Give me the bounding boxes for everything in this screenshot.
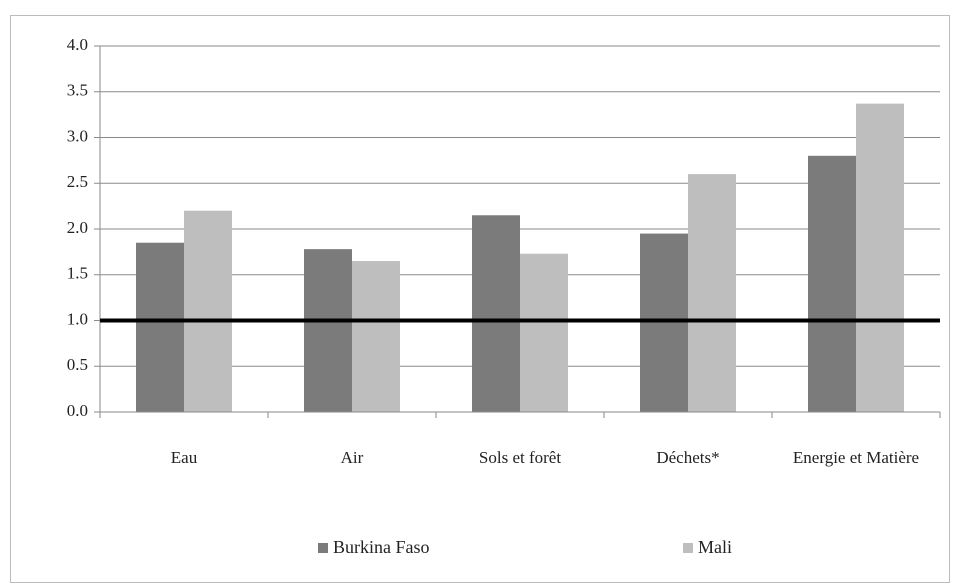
legend-swatch [683,543,693,553]
bar [640,233,688,412]
bar [352,261,400,412]
y-tick-label: 0.5 [67,355,88,374]
bar [184,210,232,412]
y-tick-label: 1.0 [67,309,88,328]
bar [304,249,352,412]
x-tick-label: Sols et forêt [478,448,562,467]
x-tick-label: Eau [170,448,198,467]
bar [520,253,568,412]
y-tick-label: 1.5 [67,264,88,283]
y-tick-label: 4.0 [67,35,88,54]
x-tick-label: Energie et Matière [792,448,920,467]
y-tick-label: 3.5 [67,81,88,100]
x-tick-label: Air [340,448,364,467]
bar [136,242,184,412]
y-tick-label: 2.0 [67,218,88,237]
bar [688,174,736,412]
bar [808,155,856,413]
x-tick-label: Déchets* [656,448,720,467]
y-tick-label: 2.5 [67,172,88,191]
bar [856,103,904,413]
bar [472,215,520,412]
legend-label: Burkina Faso [333,537,430,557]
legend-label: Mali [698,537,732,557]
y-tick-label: 3.0 [67,126,88,145]
y-tick-label: 0.0 [67,401,88,420]
legend-swatch [318,543,328,553]
